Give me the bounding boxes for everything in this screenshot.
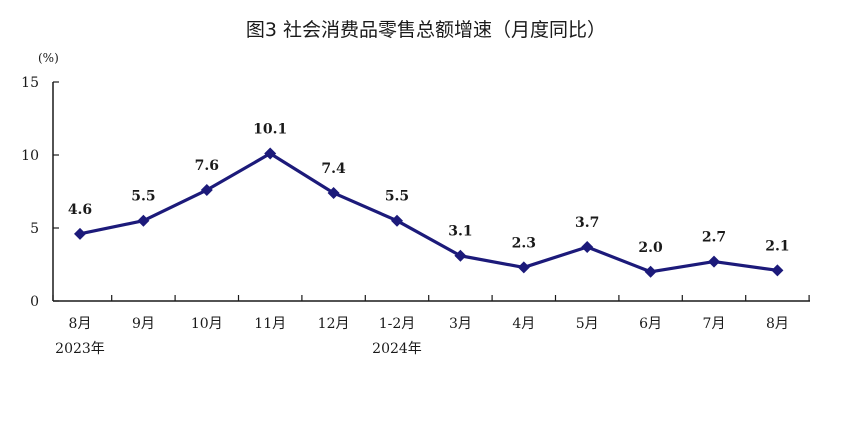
x-tick-label: 1-2月 (379, 316, 416, 332)
x-tick-label: 5月 (576, 316, 599, 332)
data-label: 5.5 (131, 189, 155, 205)
y-tick-label: 0 (30, 294, 39, 310)
data-label: 2.1 (765, 238, 789, 254)
data-point-marker (327, 186, 340, 199)
x-tick-label: 12月 (318, 316, 350, 332)
data-label: 2.7 (702, 230, 726, 246)
x-year-label: 2023年 (55, 341, 105, 357)
data-label: 3.1 (448, 224, 472, 240)
series-markers (74, 147, 784, 278)
data-point-marker (644, 265, 657, 278)
x-tick-label: 4月 (512, 316, 535, 332)
data-label: 2.0 (638, 240, 663, 256)
data-point-marker (137, 214, 150, 227)
x-axis-ticks: 8月 9月 10月 11月 12月 1-2月 3月 4月 5月 6月 7月 8月 2023年 2024年 (52, 295, 810, 357)
data-point-marker (581, 240, 594, 253)
series-line (79, 151, 778, 274)
x-tick-label: 3月 (449, 316, 472, 332)
y-tick-label: 15 (21, 75, 39, 91)
x-tick-label: 8月 (766, 316, 789, 332)
data-point-marker (517, 261, 530, 274)
data-point-marker (771, 264, 784, 277)
x-tick-label: 11月 (254, 316, 286, 332)
x-tick-label: 7月 (703, 316, 726, 332)
data-label: 5.5 (385, 189, 409, 205)
data-point-marker (264, 147, 277, 160)
data-label: 7.6 (195, 158, 219, 174)
x-tick-label: 9月 (132, 316, 155, 332)
y-tick-label: 5 (30, 221, 39, 237)
data-labels: 4.6 5.5 7.6 10.1 7.4 5.5 3.1 2.3 3.7 2.0 2.7 2.1 (68, 122, 790, 256)
y-axis-ticks: 0 5 10 15 (21, 75, 59, 310)
data-label: 10.1 (253, 122, 287, 138)
data-point-marker (708, 255, 720, 268)
data-point-marker (74, 227, 86, 240)
data-label: 3.7 (575, 215, 599, 231)
x-year-label: 2024年 (372, 341, 422, 357)
data-point-marker (454, 249, 467, 262)
data-point-marker (200, 184, 213, 197)
x-tick-label: 10月 (191, 316, 223, 332)
data-point-marker (391, 214, 403, 227)
y-axis-unit-label: (%) (38, 51, 59, 65)
x-tick-label: 6月 (639, 316, 662, 332)
y-tick-label: 10 (21, 148, 39, 164)
x-tick-label: 8月 (69, 316, 92, 332)
chart-title: 图3 社会消费品零售总额增速（月度同比） (246, 19, 606, 41)
data-label: 7.4 (321, 161, 346, 177)
data-label: 4.6 (68, 202, 92, 218)
data-label: 2.3 (512, 235, 536, 251)
